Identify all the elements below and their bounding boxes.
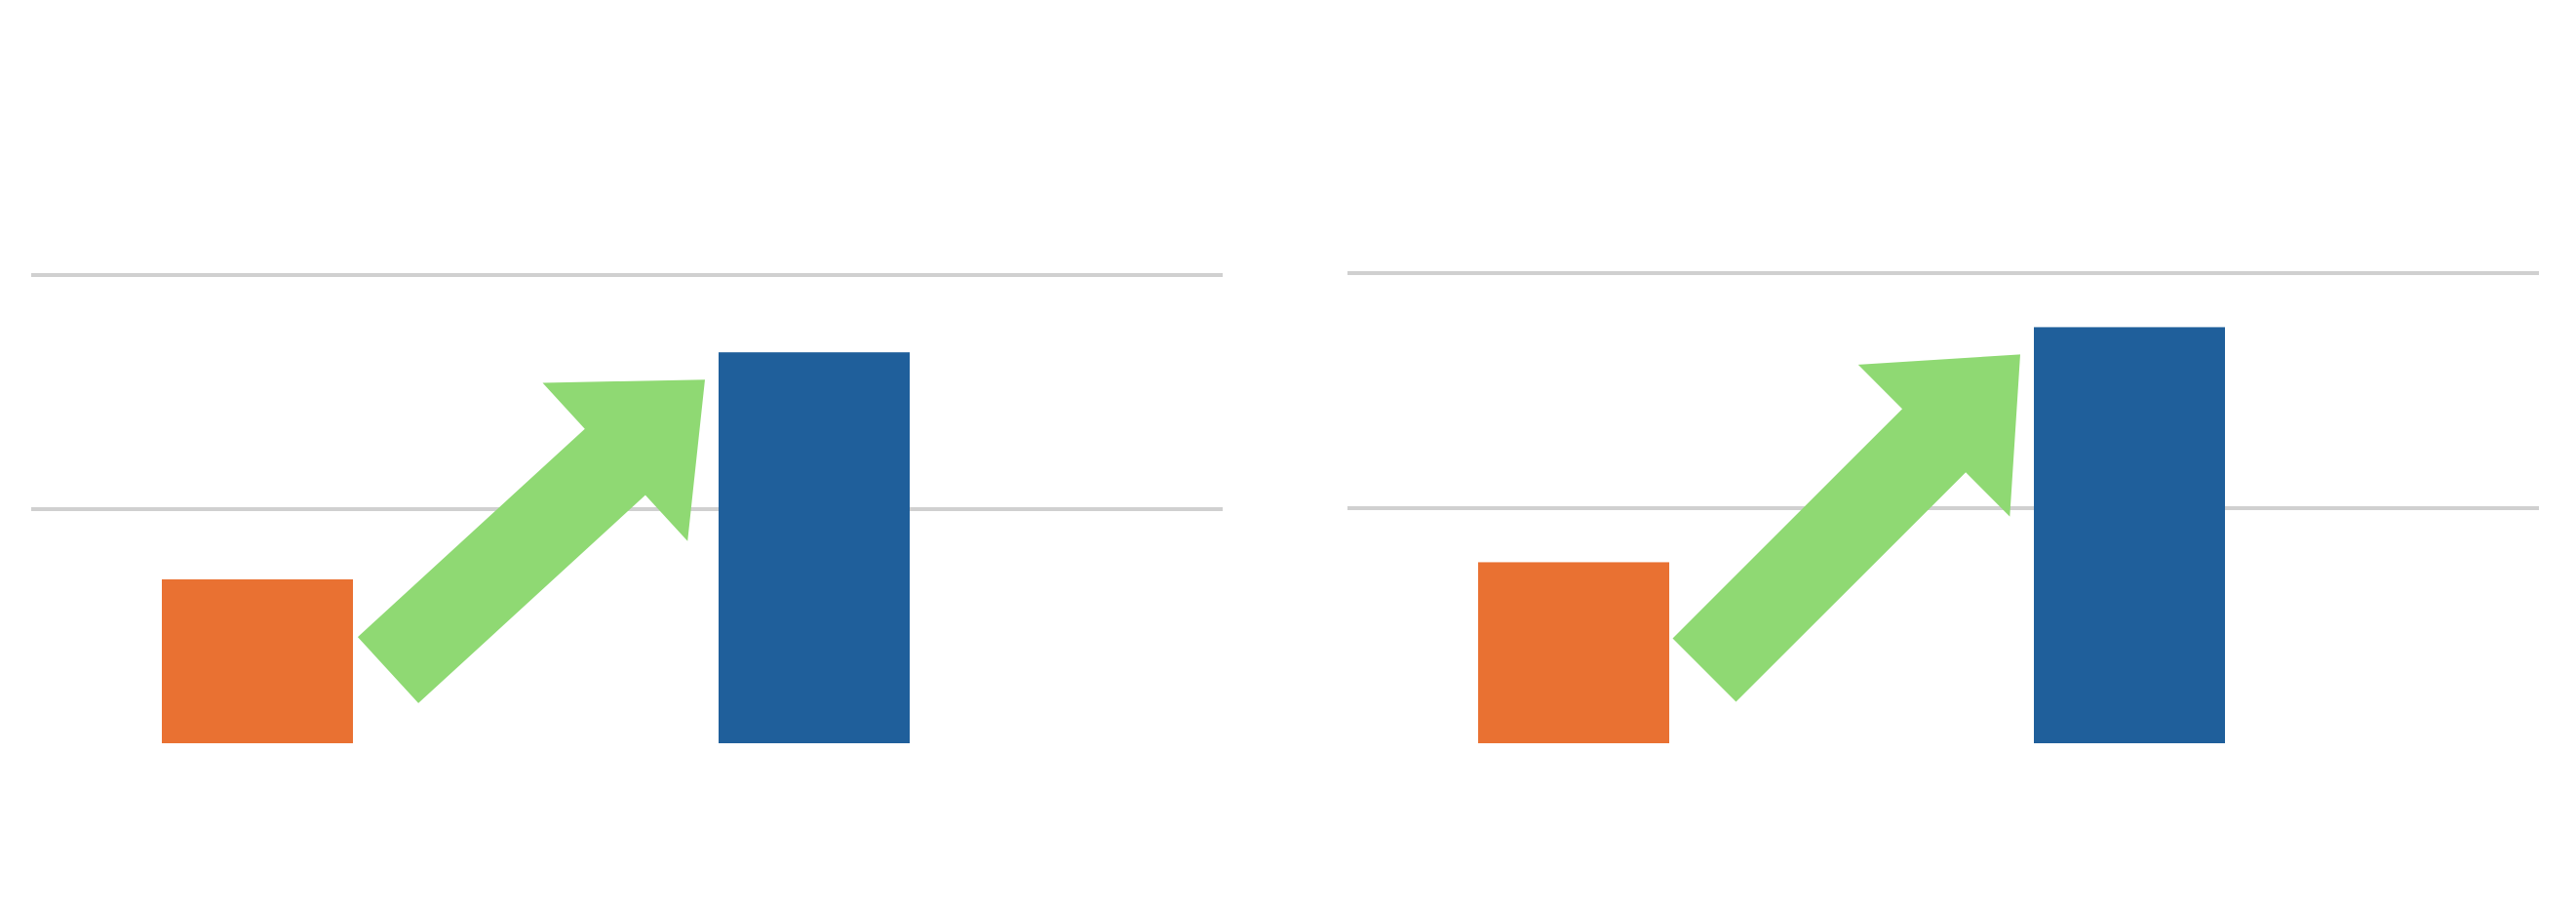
- bar-2: [2034, 327, 2225, 743]
- bar-1: [1478, 562, 1669, 743]
- bar-1: [162, 579, 353, 743]
- trend-arrow: [357, 379, 705, 703]
- chart-2: [1347, 271, 2539, 743]
- chart-1: [31, 273, 1223, 743]
- trend-arrow: [1672, 354, 2020, 702]
- bar-2: [719, 352, 910, 743]
